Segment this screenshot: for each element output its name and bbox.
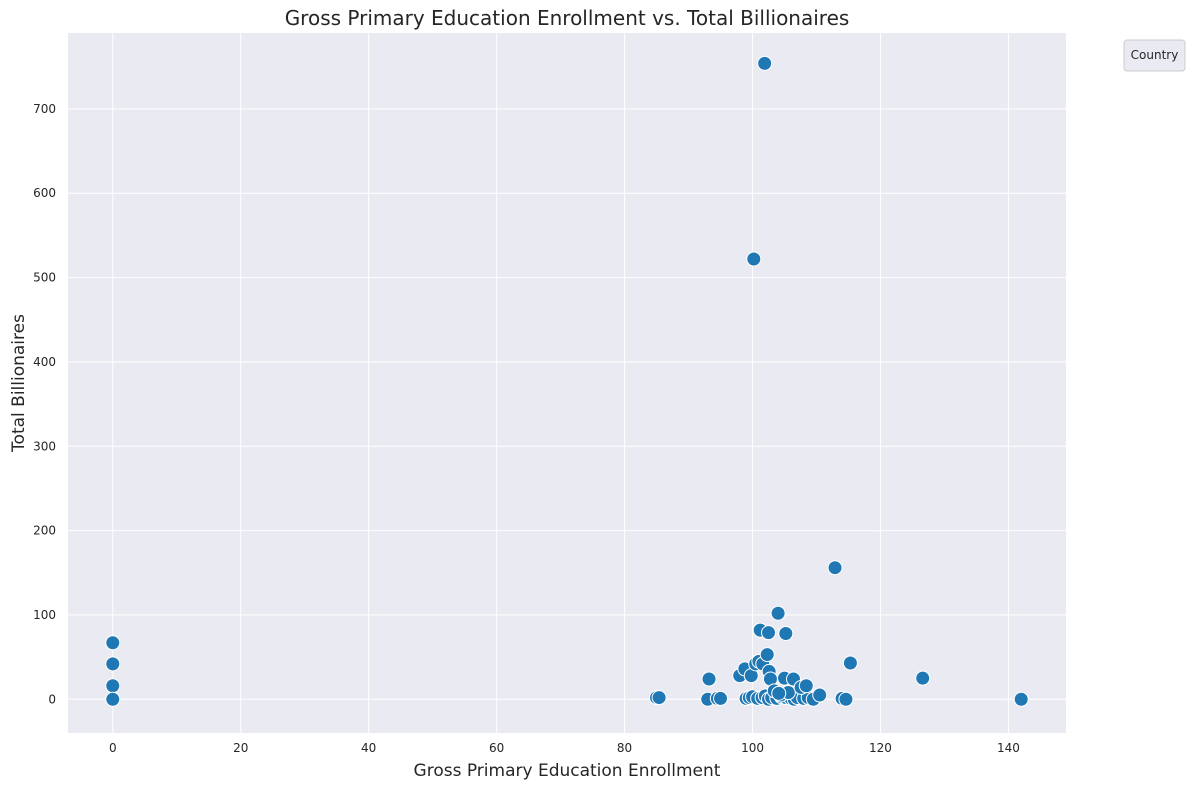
x-tick-label: 120 <box>869 741 892 755</box>
y-tick-label: 700 <box>33 102 56 116</box>
y-tick-label: 300 <box>33 439 56 453</box>
data-point <box>713 690 729 706</box>
data-point <box>915 670 931 686</box>
grid-lines <box>68 33 1066 733</box>
data-point <box>842 655 858 671</box>
legend-box <box>1123 39 1186 72</box>
y-tick-label: 100 <box>33 608 56 622</box>
x-tick-label: 60 <box>489 741 504 755</box>
x-tick-label: 40 <box>361 741 376 755</box>
x-tick-labels: 0 20 40 60 80 100 120 140 <box>109 741 1020 755</box>
x-tick-label: 100 <box>741 741 764 755</box>
y-tick-labels: 0 100 200 300 400 500 600 700 <box>33 102 56 706</box>
data-point <box>812 687 828 703</box>
data-point <box>761 625 777 641</box>
data-point <box>798 678 814 694</box>
y-tick-label: 400 <box>33 355 56 369</box>
y-tick-label: 500 <box>33 271 56 285</box>
data-point <box>746 251 762 267</box>
x-tick-label: 20 <box>233 741 248 755</box>
data-point <box>1013 691 1029 707</box>
data-point <box>105 678 121 694</box>
data-point <box>701 671 717 687</box>
data-point <box>757 55 773 71</box>
legend: Country <box>1123 39 1186 72</box>
legend-title: Country <box>1131 48 1179 62</box>
y-axis-label: Total Billionaires <box>9 314 29 453</box>
data-points <box>105 55 1029 707</box>
data-point <box>771 685 787 701</box>
y-tick-label: 600 <box>33 186 56 200</box>
y-tick-label: 200 <box>33 524 56 538</box>
data-point <box>105 691 121 707</box>
x-axis-label: Gross Primary Education Enrollment <box>414 761 721 781</box>
data-point <box>838 691 854 707</box>
data-point <box>770 605 786 621</box>
data-point <box>827 560 843 576</box>
chart-title: Gross Primary Education Enrollment vs. T… <box>285 6 850 30</box>
x-tick-label: 80 <box>617 741 632 755</box>
plot-background <box>68 33 1066 733</box>
data-point <box>105 656 121 672</box>
data-point <box>651 690 667 706</box>
y-tick-label: 0 <box>48 692 56 706</box>
data-point <box>105 635 121 651</box>
x-tick-label: 0 <box>109 741 117 755</box>
data-point <box>759 647 775 663</box>
data-point <box>778 625 794 641</box>
x-tick-label: 140 <box>997 741 1020 755</box>
